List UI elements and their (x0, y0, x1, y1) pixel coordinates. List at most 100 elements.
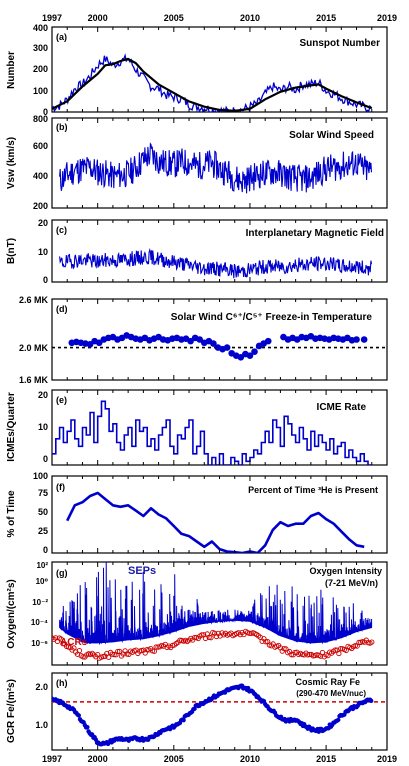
panel-he3-ytick: 0 (43, 545, 48, 555)
freezein-point (237, 354, 245, 361)
freezein-point (210, 340, 217, 347)
top-year-2010: 2010 (240, 13, 260, 23)
bottom-year-2019: 2019 (377, 754, 397, 764)
panel-gcr-ylabel: GCR Fe/(m²s) (6, 679, 17, 743)
panel-imf-ytick: 10 (38, 247, 48, 257)
freezein-point (95, 339, 103, 347)
panel-icme-rate: (e) ICME Rate ICMEs/Quarter 0 10 20 (6, 389, 388, 466)
panel-he3: (f) Percent of Time ³He is Present % of … (6, 471, 388, 555)
bottom-year-2010: 2010 (240, 754, 260, 764)
acr-point (144, 646, 150, 653)
panel-imf-ytick: 0 (43, 275, 48, 285)
panel-sunspot-label: (a) (56, 32, 67, 42)
panel-sunspot-ytick: 0 (43, 107, 48, 117)
panel-vsw-ytick: 600 (33, 141, 48, 151)
panel-imf-title: Interplanetary Magnetic Field (246, 228, 384, 239)
freezein-point (223, 344, 231, 351)
panel-oxygen-marks (52, 562, 387, 665)
panel-imf-marks (52, 220, 387, 282)
acr-point (208, 635, 214, 641)
panel-he3-ytick: 25 (38, 526, 48, 536)
acr-point (202, 635, 209, 642)
he3-line (66, 491, 365, 553)
panel-imf: (c) Interplanetary Magnetic Field B(nT) … (6, 218, 388, 285)
panel-gcr-fe: (h) Cosmic Ray Fe (290-470 MeV/nuc) GCR … (6, 672, 388, 751)
panel-sunspot-ytick: 400 (33, 23, 48, 33)
top-year-2019: 2019 (377, 13, 397, 23)
gcr-point (368, 698, 374, 704)
panel-gcr-ytick: 2.0 (35, 682, 48, 692)
acr-point (246, 630, 252, 636)
panel-freezein-ytick: 2.6 MK (19, 295, 49, 305)
panel-sunspot: (a) Sunspot Number Number 0 100 200 300 … (6, 23, 388, 117)
panel-gcr-marks (52, 673, 387, 750)
panel-freezein-ytick: 1.6 MK (19, 375, 49, 385)
acr-point (116, 648, 123, 655)
sunspot-monthly-line (52, 53, 372, 112)
acr-point (332, 647, 338, 653)
acr-point (151, 648, 157, 654)
panel-gcr-label: (h) (56, 678, 68, 688)
panel-oxygen-label: (g) (56, 568, 68, 578)
panel-vsw-ytick: 800 (33, 114, 48, 124)
panel-oxygen: (g) Oxygen Intensity (7-21 MeV/n) SEPs A… (6, 561, 388, 666)
top-year-2005: 2005 (164, 13, 184, 23)
panel-vsw-ytick: 200 (33, 201, 48, 211)
acrs-label: ACRs (60, 637, 88, 648)
panel-icme-ylabel: ICMEs/Quarter (6, 392, 17, 462)
panel-gcr-ytick: 1.0 (35, 720, 48, 730)
panel-he3-ylabel: % of Time (6, 490, 17, 537)
bottom-year-1997: 1997 (42, 754, 62, 764)
gcr-point (76, 713, 82, 718)
acr-point (319, 649, 326, 656)
acr-point (356, 639, 362, 646)
sep-spikes (59, 562, 373, 646)
freezein-point (86, 341, 94, 348)
panel-freezein-label: (d) (56, 304, 68, 314)
acr-point (115, 648, 121, 655)
acr-point (369, 639, 375, 645)
panel-vsw-title: Solar Wind Speed (289, 130, 374, 141)
bottom-year-2005: 2005 (164, 754, 184, 764)
panel-vsw-ytick: 400 (33, 171, 48, 181)
acr-point (76, 647, 83, 654)
panel-freezein-ytick: 2.0 MK (19, 343, 49, 353)
panel-icme-ytick: 10 (38, 422, 48, 432)
freezein-point (187, 337, 194, 345)
freezein-point (196, 336, 204, 343)
acr-point (336, 650, 342, 657)
acr-point (52, 635, 55, 641)
panel-sunspot-marks (52, 27, 387, 112)
panel-gcr-title: Cosmic Ray Fe (295, 677, 360, 687)
acr-point (338, 646, 344, 652)
imf-line (59, 248, 373, 279)
icme-step-line (52, 400, 372, 465)
acr-point (263, 639, 269, 645)
panel-sunspot-ytick: 300 (33, 43, 48, 53)
panel-icme-label: (e) (56, 395, 67, 405)
panel-vsw-ylabel: Vsw (km/s) (6, 137, 17, 189)
panel-sunspot-title: Sunspot Number (299, 38, 380, 49)
panel-freezein: (d) Solar Wind C⁶⁺/C⁵⁺ Freeze-in Tempera… (19, 295, 388, 385)
top-year-2015: 2015 (316, 13, 336, 23)
acr-point (111, 651, 117, 658)
acr-point (58, 636, 64, 642)
panel-he3-title: Percent of Time ³He is Present (248, 485, 378, 495)
panel-oxygen-ytick: 10⁻⁶ (31, 639, 48, 648)
freezein-point (251, 348, 258, 355)
panel-icme-title: ICME Rate (317, 402, 367, 413)
panel-oxygen-ylabel: Oxygen/(cm²s) (6, 579, 17, 648)
panel-icme-ytick: 20 (38, 390, 48, 400)
panel-imf-label: (c) (56, 225, 67, 235)
bottom-year-axis: 1997 2000 2005 2010 2015 2019 (42, 754, 397, 764)
panel-oxygen-ytick: 10² (36, 561, 48, 570)
panel-oxygen-ytick: 10⁻² (32, 598, 48, 607)
gcr-point (336, 717, 341, 723)
panel-gcr-subtitle: (290-470 MeV/nuc) (296, 689, 366, 698)
panel-sunspot-ylabel: Number (6, 51, 17, 89)
acr-point (199, 632, 205, 638)
vsw-line (59, 142, 373, 194)
freezein-point (246, 352, 254, 360)
panel-oxygen-title: Oxygen Intensity (309, 566, 382, 576)
